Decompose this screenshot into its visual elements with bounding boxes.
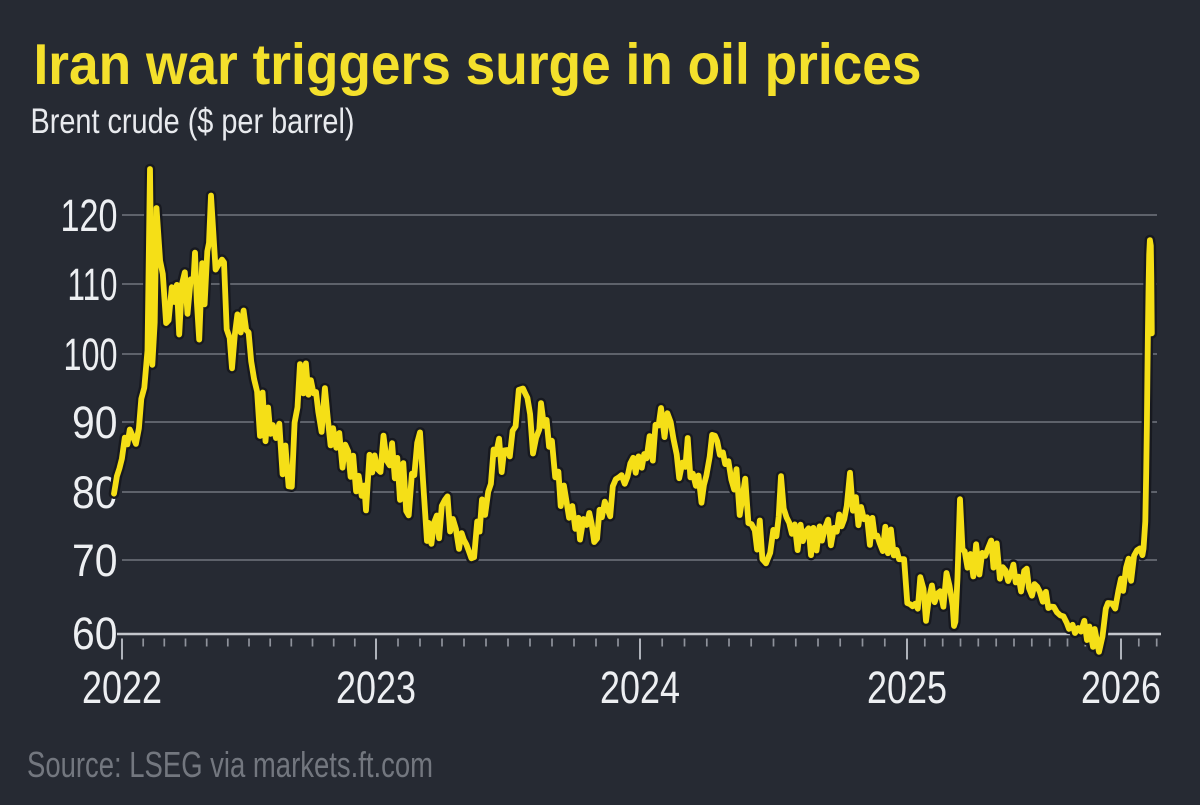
svg-text:Brent crude ($ per barrel): Brent crude ($ per barrel) [31, 102, 355, 141]
svg-text:60: 60 [72, 608, 118, 659]
svg-text:2025: 2025 [867, 662, 947, 713]
svg-text:2024: 2024 [600, 662, 680, 713]
svg-text:Source: LSEG via markets.ft.co: Source: LSEG via markets.ft.com [27, 744, 433, 785]
svg-text:70: 70 [72, 535, 118, 586]
svg-text:2023: 2023 [336, 662, 416, 713]
svg-text:100: 100 [64, 329, 118, 380]
svg-text:90: 90 [72, 397, 118, 448]
svg-text:2026: 2026 [1081, 662, 1161, 713]
svg-text:120: 120 [61, 190, 118, 241]
svg-text:110: 110 [68, 259, 118, 310]
svg-text:Iran war triggers surge in oil: Iran war triggers surge in oil prices [34, 33, 922, 97]
svg-text:2022: 2022 [82, 662, 162, 713]
